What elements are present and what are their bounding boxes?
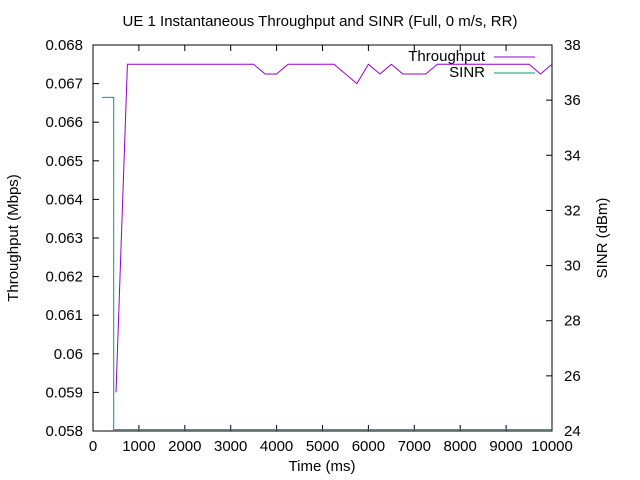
series-line-throughput [115,63,553,393]
y2-tick-label: 32 [564,202,581,219]
x-tick-label: 7000 [398,438,431,455]
y2-tick-label: 28 [564,313,581,330]
x-tick-label: 10000 [531,438,573,455]
y-tick-label: 0.064 [45,191,83,208]
y2-tick-label: 36 [564,92,581,109]
x-tick-label: 0 [89,438,97,455]
y2-tick-label: 38 [564,37,581,54]
chart-title: UE 1 Instantaneous Throughput and SINR (… [123,13,518,30]
y-tick-label: 0.061 [45,307,83,324]
y-tick-label: 0.063 [45,230,83,247]
plot-frame [92,44,553,432]
y-tick-label: 0.066 [45,114,83,131]
y-axis-ticks: 0.058 0.059 0.06 0.061 0.062 0.063 0.064 0.065 0… [45,37,99,440]
x-tick-label: 2000 [168,438,201,455]
x-axis-ticks: 0 1000 2000 3000 4000 5000 6000 7000 8000 9000 100… [89,45,573,455]
legend-label-sinr: SINR [449,64,485,81]
y-tick-label: 0.068 [45,37,83,54]
x-tick-label: 4000 [260,438,293,455]
y2-axis-label: SINR (dBm) [594,198,611,279]
x-tick-label: 3000 [214,438,247,455]
y2-tick-label: 34 [564,147,581,164]
y2-tick-label: 24 [564,423,581,440]
y-tick-label: 0.059 [45,384,83,401]
x-tick-label: 9000 [489,438,522,455]
y-tick-label: 0.065 [45,153,83,170]
y2-tick-label: 30 [564,258,581,275]
x-tick-label: 5000 [306,438,339,455]
y-axis-label: Throughput (Mbps) [5,174,22,302]
x-tick-label: 6000 [352,438,385,455]
x-axis-label: Time (ms) [289,458,356,475]
y-tick-label: 0.062 [45,269,83,286]
legend: Throughput SINR [408,48,535,81]
y-tick-label: 0.06 [54,346,83,363]
y2-axis-ticks: 24 26 28 30 32 34 36 38 [546,37,581,440]
series-layer [102,63,553,431]
series-line-sinr [102,96,552,431]
y-tick-label: 0.067 [45,76,83,93]
legend-label-throughput: Throughput [408,48,486,65]
y2-tick-label: 26 [564,368,581,385]
x-tick-label: 1000 [122,438,155,455]
y-tick-label: 0.058 [45,423,83,440]
x-tick-label: 8000 [444,438,477,455]
